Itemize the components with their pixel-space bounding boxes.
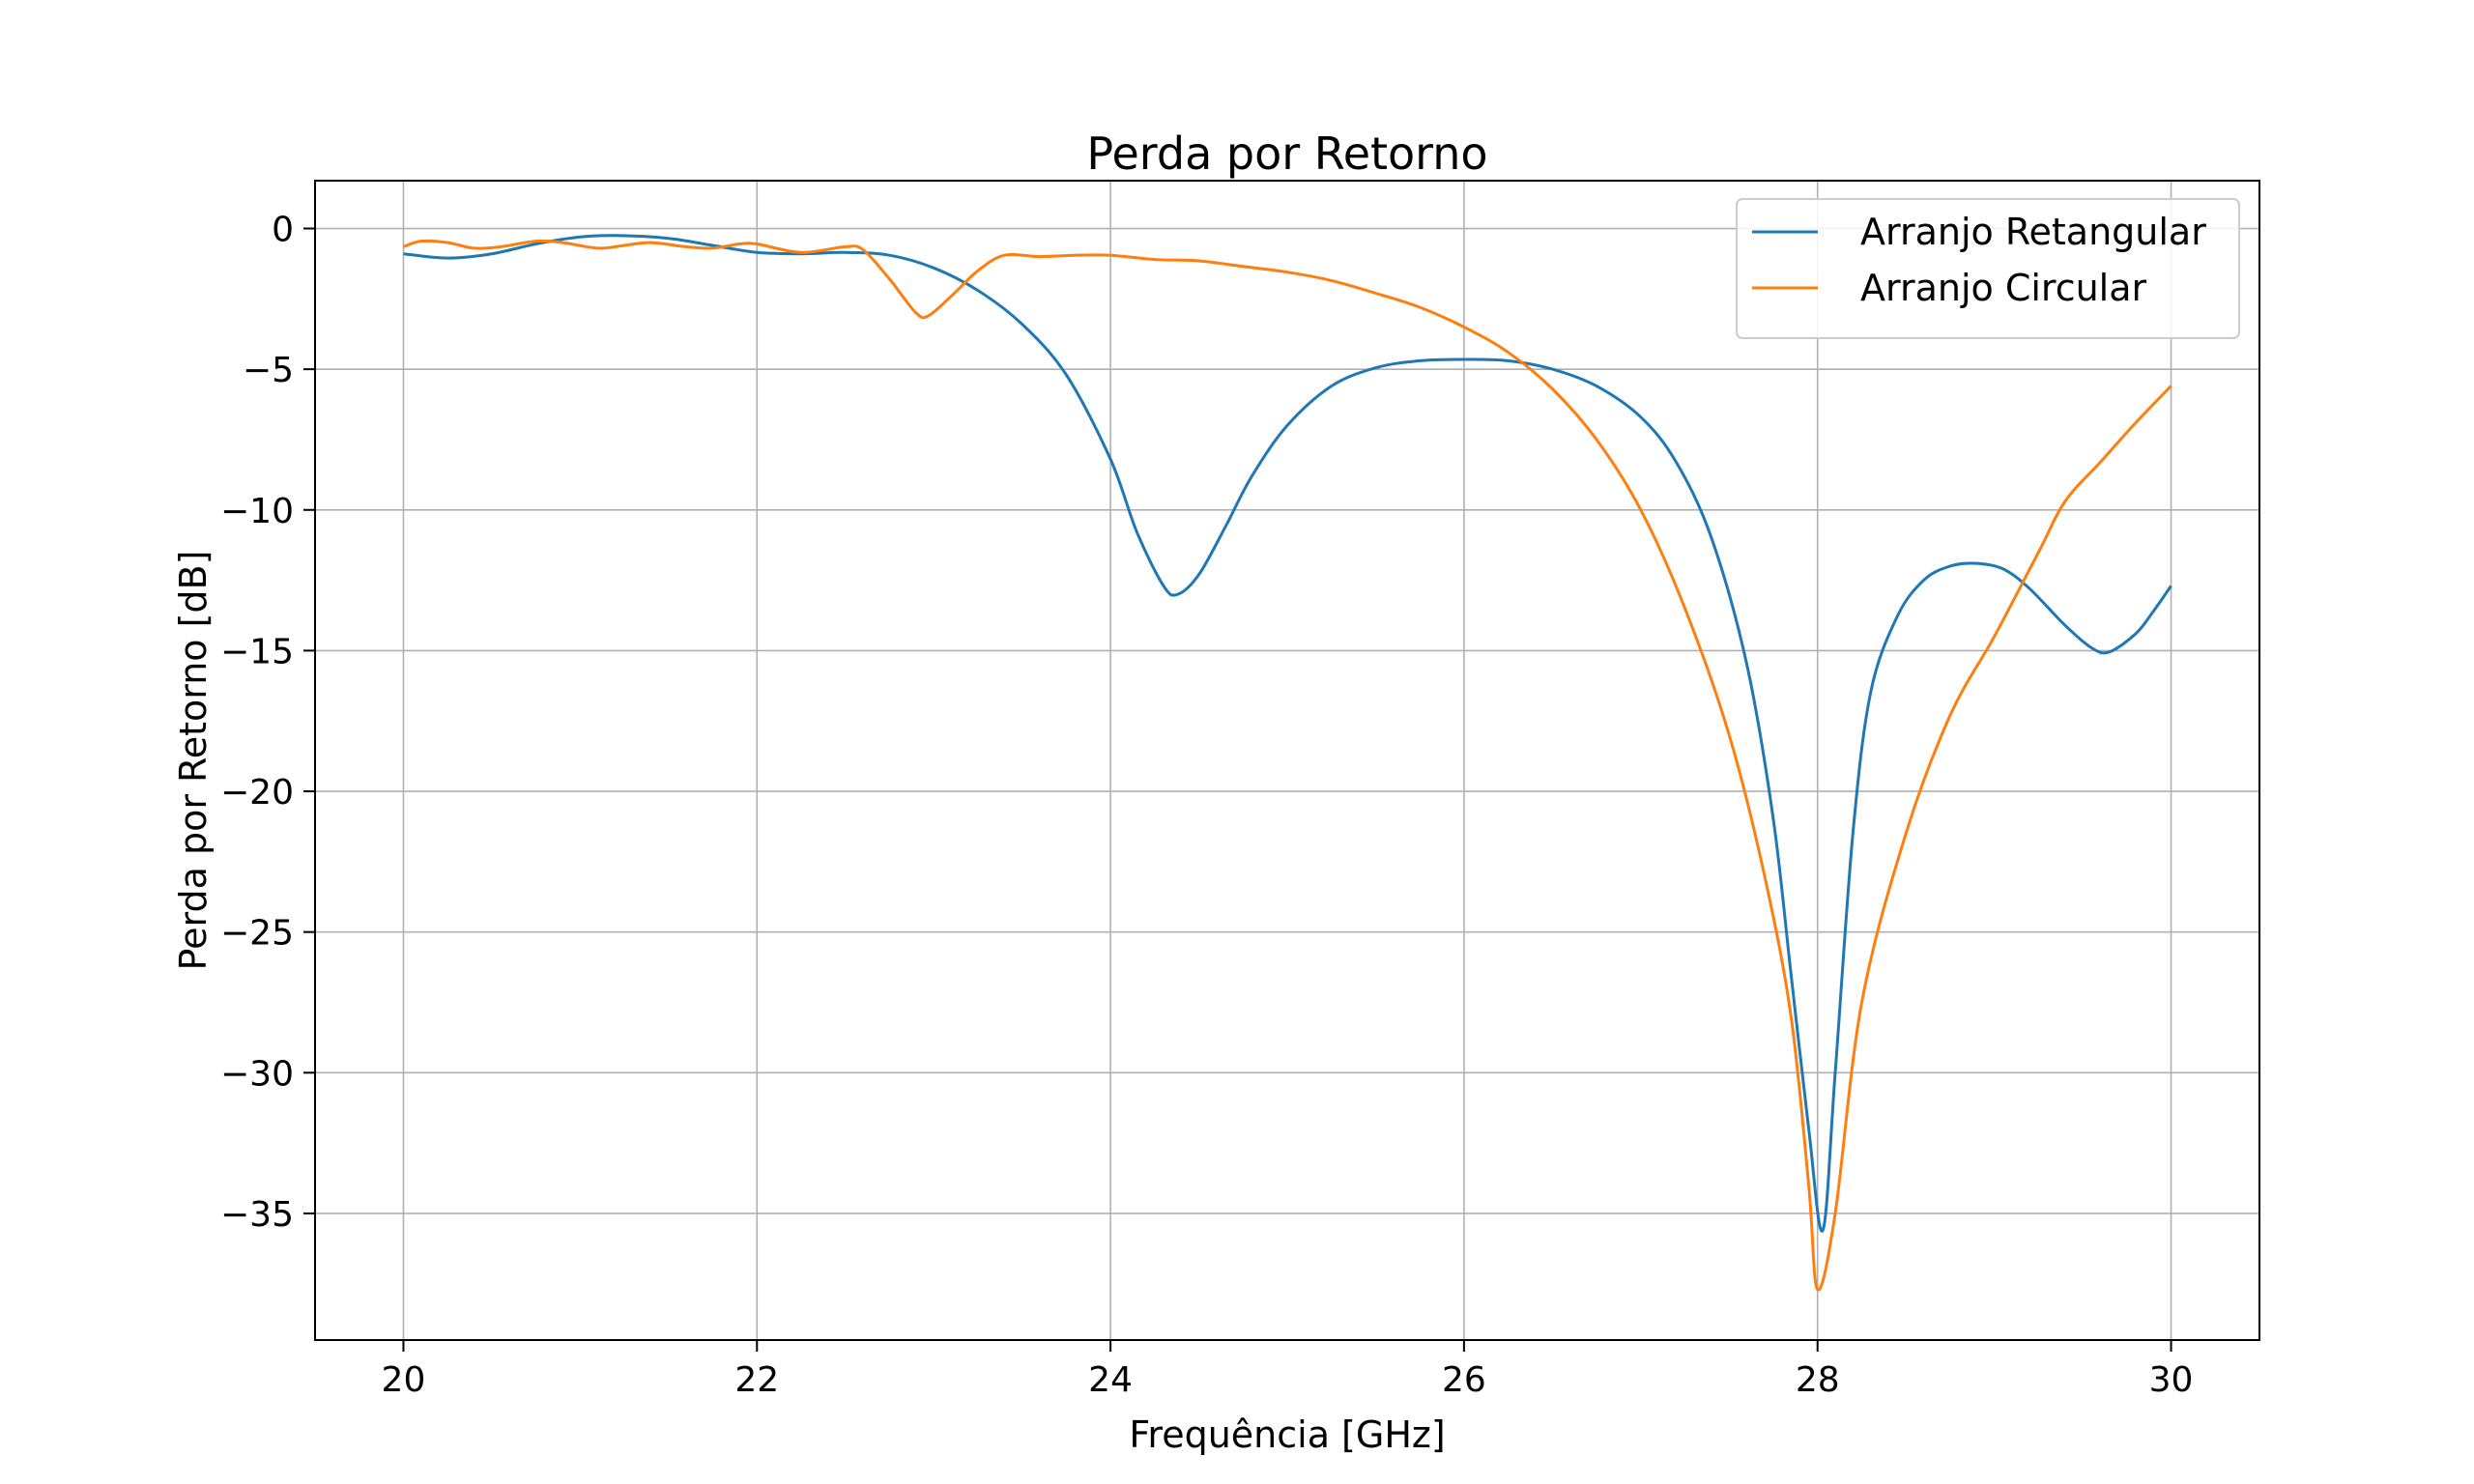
series-layer xyxy=(403,234,2172,1292)
y-tick-label: −10 xyxy=(220,492,294,531)
x-tick-label: 28 xyxy=(1796,1360,1840,1400)
legend-label: Arranjo Retangular xyxy=(1860,211,2206,253)
ticks: 20 22 24 26 28 30 0 −5 −10 −15 −20 −25 −30 −35 xyxy=(220,211,2193,1400)
x-tick-label: 26 xyxy=(1442,1360,1486,1400)
y-tick-label: −30 xyxy=(220,1054,294,1094)
x-axis-title: Frequência [GHz] xyxy=(1129,1413,1445,1456)
x-tick-label: 22 xyxy=(734,1360,779,1400)
x-tick-label: 30 xyxy=(2149,1360,2194,1400)
y-tick-label: −25 xyxy=(220,914,294,954)
y-axis-title: Perda por Retorno [dB] xyxy=(172,551,215,971)
x-tick-label: 20 xyxy=(382,1360,426,1400)
chart-title: Perda por Retorno xyxy=(1086,128,1487,180)
series-line-arranjo-circular xyxy=(403,239,2172,1292)
grid xyxy=(315,181,2259,1340)
y-tick-label: −5 xyxy=(243,351,294,390)
y-tick-label: −20 xyxy=(220,773,294,813)
y-tick-label: −35 xyxy=(220,1195,294,1235)
y-tick-label: 0 xyxy=(272,211,294,250)
y-tick-label: −15 xyxy=(220,632,294,671)
plot-frame xyxy=(314,180,2260,1341)
x-tick-label: 24 xyxy=(1088,1360,1133,1400)
legend-box xyxy=(1736,198,2240,339)
series-line-arranjo-retangular xyxy=(403,234,2172,1233)
legend-label: Arranjo Circular xyxy=(1860,267,2147,309)
legend: Arranjo Retangular Arranjo Circular xyxy=(1736,198,2240,339)
